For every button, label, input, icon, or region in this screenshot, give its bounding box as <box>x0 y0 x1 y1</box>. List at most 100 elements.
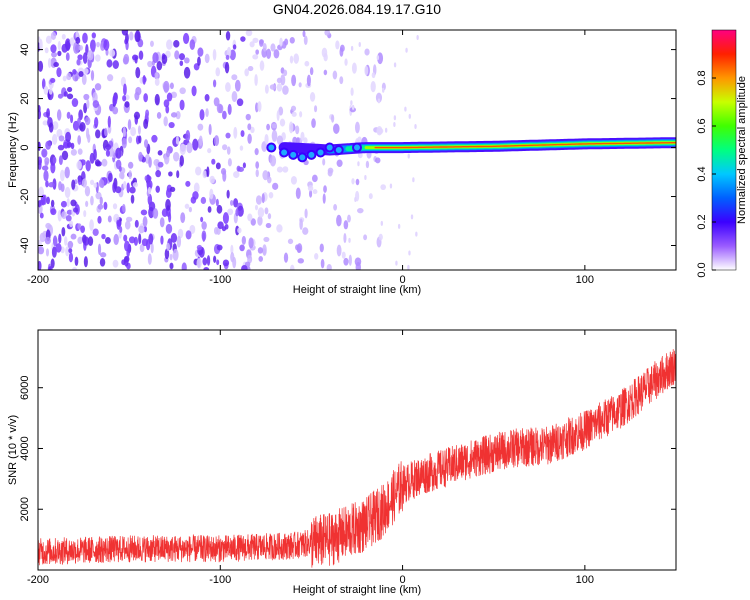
noise-speck <box>65 214 72 222</box>
noise-speck <box>56 67 62 78</box>
noise-speck <box>217 221 224 229</box>
noise-speck <box>269 155 277 167</box>
noise-speck <box>247 133 252 144</box>
noise-speck <box>293 53 300 64</box>
noise-speck <box>99 252 107 258</box>
noise-speck <box>276 77 282 84</box>
noise-speck <box>39 212 44 219</box>
noise-speck <box>146 179 153 190</box>
noise-speck <box>75 36 81 44</box>
noise-speck <box>247 123 252 131</box>
noise-speck <box>134 56 138 64</box>
noise-speck <box>70 233 77 240</box>
noise-speck <box>163 80 170 93</box>
noise-speck <box>94 117 99 129</box>
noise-speck <box>127 119 132 130</box>
noise-speck <box>380 220 384 226</box>
noise-speck <box>311 118 316 129</box>
noise-speck <box>176 235 182 248</box>
noise-speck <box>116 219 121 227</box>
noise-speck <box>272 182 279 190</box>
noise-speck <box>68 252 74 263</box>
noise-speckle <box>38 30 419 270</box>
noise-speck <box>45 248 49 257</box>
noise-speck <box>204 94 210 102</box>
noise-speck <box>225 132 231 139</box>
noise-speck <box>380 184 387 191</box>
noise-speck <box>264 207 269 215</box>
noise-speck <box>197 47 204 57</box>
noise-speck <box>215 198 219 207</box>
noise-speck <box>336 214 342 227</box>
noise-speck <box>236 98 244 107</box>
noise-speck <box>343 257 349 266</box>
noise-speck <box>38 60 44 72</box>
noise-speck <box>87 50 94 61</box>
noise-speck <box>138 135 142 144</box>
noise-speck <box>216 204 223 214</box>
noise-speck <box>94 83 102 91</box>
noise-speck <box>63 91 68 97</box>
noise-speck <box>147 253 152 265</box>
noise-speck <box>123 256 129 267</box>
colorbar-label: Normalized spectral amplitude <box>736 76 748 224</box>
snr-xtick-label: 100 <box>576 574 594 586</box>
noise-speck <box>135 67 141 79</box>
noise-speck <box>233 126 238 139</box>
noise-speck <box>38 260 42 270</box>
noise-speck <box>73 41 80 54</box>
noise-speck <box>326 263 332 270</box>
noise-speck <box>319 243 324 253</box>
noise-speck <box>276 83 283 92</box>
signal-band <box>266 137 676 163</box>
noise-speck <box>59 169 65 182</box>
noise-speck <box>240 130 245 137</box>
noise-speck <box>39 39 43 51</box>
noise-speck <box>241 235 246 245</box>
noise-speck <box>112 203 118 210</box>
noise-speck <box>195 166 202 176</box>
noise-speck <box>300 131 305 142</box>
noise-speck <box>258 255 264 262</box>
noise-speck <box>134 30 141 43</box>
chart-title: GN04.2026.084.19.17.G10 <box>273 1 441 17</box>
noise-speck <box>336 159 343 168</box>
noise-speck <box>201 230 207 242</box>
noise-speck <box>216 244 223 251</box>
noise-speck <box>94 54 101 62</box>
noise-speck <box>224 61 230 74</box>
noise-speck <box>247 213 253 222</box>
noise-speck <box>266 176 272 184</box>
noise-speck <box>276 224 283 233</box>
noise-speck <box>124 38 128 45</box>
noise-speck <box>299 218 303 230</box>
colorbar-tick-label: 0.2 <box>696 214 708 229</box>
noise-speck <box>83 68 89 75</box>
noise-speck <box>200 216 204 223</box>
noise-speck <box>271 129 278 142</box>
noise-speck <box>257 247 264 254</box>
noise-speck <box>309 92 316 102</box>
noise-speck <box>112 106 119 115</box>
noise-speck <box>64 186 71 199</box>
noise-speck <box>283 69 288 77</box>
noise-speck <box>211 158 216 165</box>
noise-speck <box>295 187 301 200</box>
noise-speck <box>65 246 70 257</box>
noise-speck <box>244 68 249 77</box>
noise-speck <box>193 182 200 193</box>
noise-speck <box>154 78 160 86</box>
noise-speck <box>290 105 297 112</box>
noise-speck <box>257 207 265 218</box>
noise-speck <box>196 258 202 269</box>
noise-speck <box>175 135 179 145</box>
noise-speck <box>222 212 229 224</box>
snr-xtick-label: -200 <box>27 574 49 586</box>
noise-speck <box>79 121 86 132</box>
noise-speck <box>82 32 88 44</box>
noise-speck <box>90 70 95 81</box>
noise-speck <box>82 52 88 64</box>
noise-speck <box>282 166 289 173</box>
noise-speck <box>335 40 340 50</box>
noise-speck <box>104 127 108 137</box>
